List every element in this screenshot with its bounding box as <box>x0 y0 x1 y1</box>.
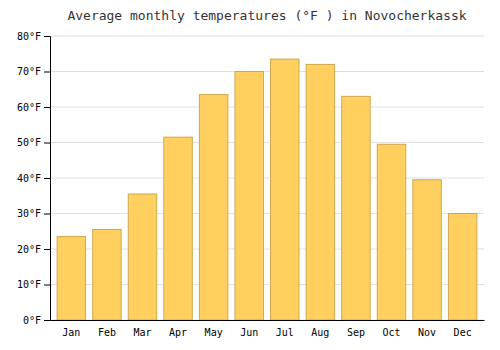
y-tick: 0°F <box>23 315 50 326</box>
y-tick-label: 10°F <box>17 279 41 290</box>
y-tick-label: 30°F <box>17 208 41 219</box>
x-tick-label: Jul <box>276 327 294 338</box>
grid-line <box>50 107 484 108</box>
y-axis-line <box>44 37 51 321</box>
bar <box>199 95 227 320</box>
y-tick-label: 80°F <box>17 31 41 42</box>
y-tick-mark <box>44 36 50 37</box>
x-tick-label: Jun <box>240 327 258 338</box>
chart-container: 0°F 10°F 20°F 30°F 40°F 50°F 60°F 70°F 80°F Jan Fe… <box>0 0 500 350</box>
y-tick: 50°F <box>17 137 50 148</box>
title: Average monthly temperatures (°F ) in No… <box>67 8 466 23</box>
x-tick-label: Aug <box>311 327 329 338</box>
y-tick-mark <box>44 285 50 286</box>
y-axis: 0°F 10°F 20°F 30°F 40°F 50°F 60°F 70°F 80°F <box>17 31 51 326</box>
x-tick-label: Dec <box>454 327 472 338</box>
x-tick-label: Apr <box>169 327 187 338</box>
chart: 0°F 10°F 20°F 30°F 40°F 50°F 60°F 70°F 80°F Jan Fe… <box>0 0 500 350</box>
x-axis-line <box>51 320 485 321</box>
bar <box>235 72 263 321</box>
x-tick-label: Nov <box>418 327 436 338</box>
x-tick-label: Mar <box>133 327 151 338</box>
bar <box>57 237 85 320</box>
y-tick-label: 0°F <box>23 315 41 326</box>
grid-line <box>50 71 484 72</box>
bar <box>342 96 370 320</box>
y-tick: 30°F <box>17 208 50 219</box>
y-tick-mark <box>44 249 50 250</box>
y-tick: 80°F <box>17 31 50 42</box>
grid-line <box>50 142 484 143</box>
x-tick: Aug <box>311 327 329 338</box>
grid <box>50 36 484 320</box>
x-tick-label: Jan <box>62 327 80 338</box>
x-tick: Jun <box>240 327 258 338</box>
x-tick: Jul <box>276 327 294 338</box>
x-tick-label: Feb <box>98 327 116 338</box>
y-tick-label: 40°F <box>17 173 41 184</box>
x-tick-label: Sep <box>347 327 365 338</box>
x-tick: Apr <box>169 327 187 338</box>
x-tick: Sep <box>347 327 365 338</box>
bar <box>164 137 192 320</box>
y-tick: 70°F <box>17 66 50 77</box>
y-tick: 40°F <box>17 173 50 184</box>
y-tick: 10°F <box>17 279 50 290</box>
x-tick: Feb <box>98 327 116 338</box>
y-tick-label: 20°F <box>17 244 41 255</box>
y-tick-label: 50°F <box>17 137 41 148</box>
bar <box>93 229 121 320</box>
x-tick-label: Oct <box>382 327 400 338</box>
x-axis: Jan Feb Mar Apr May Jun Jul Aug Sep Oct Nov Dec <box>51 321 485 339</box>
y-tick-mark <box>44 107 50 108</box>
y-tick-mark <box>44 143 50 144</box>
x-tick-label: May <box>205 327 223 338</box>
y-tick: 20°F <box>17 244 50 255</box>
y-tick-mark <box>44 214 50 215</box>
plot: 0°F 10°F 20°F 30°F 40°F 50°F 60°F 70°F 80°F Jan Fe… <box>17 31 485 338</box>
bar <box>448 214 476 321</box>
bar <box>128 194 156 320</box>
x-tick: Oct <box>382 327 400 338</box>
y-tick-mark <box>44 320 50 321</box>
bar <box>413 180 441 320</box>
x-tick: Nov <box>418 327 436 338</box>
x-tick: Mar <box>133 327 151 338</box>
bar <box>271 59 299 320</box>
y-tick: 60°F <box>17 102 50 113</box>
y-tick-label: 70°F <box>17 66 41 77</box>
bar <box>306 64 334 320</box>
y-tick-label: 60°F <box>17 102 41 113</box>
bars <box>57 59 477 320</box>
x-tick: Jan <box>62 327 80 338</box>
y-tick-mark <box>44 178 50 179</box>
grid-line <box>50 178 484 179</box>
x-tick: Dec <box>454 327 472 338</box>
bar <box>377 144 405 320</box>
y-tick-mark <box>44 72 50 73</box>
grid-line <box>50 36 484 37</box>
x-tick: May <box>205 327 223 338</box>
